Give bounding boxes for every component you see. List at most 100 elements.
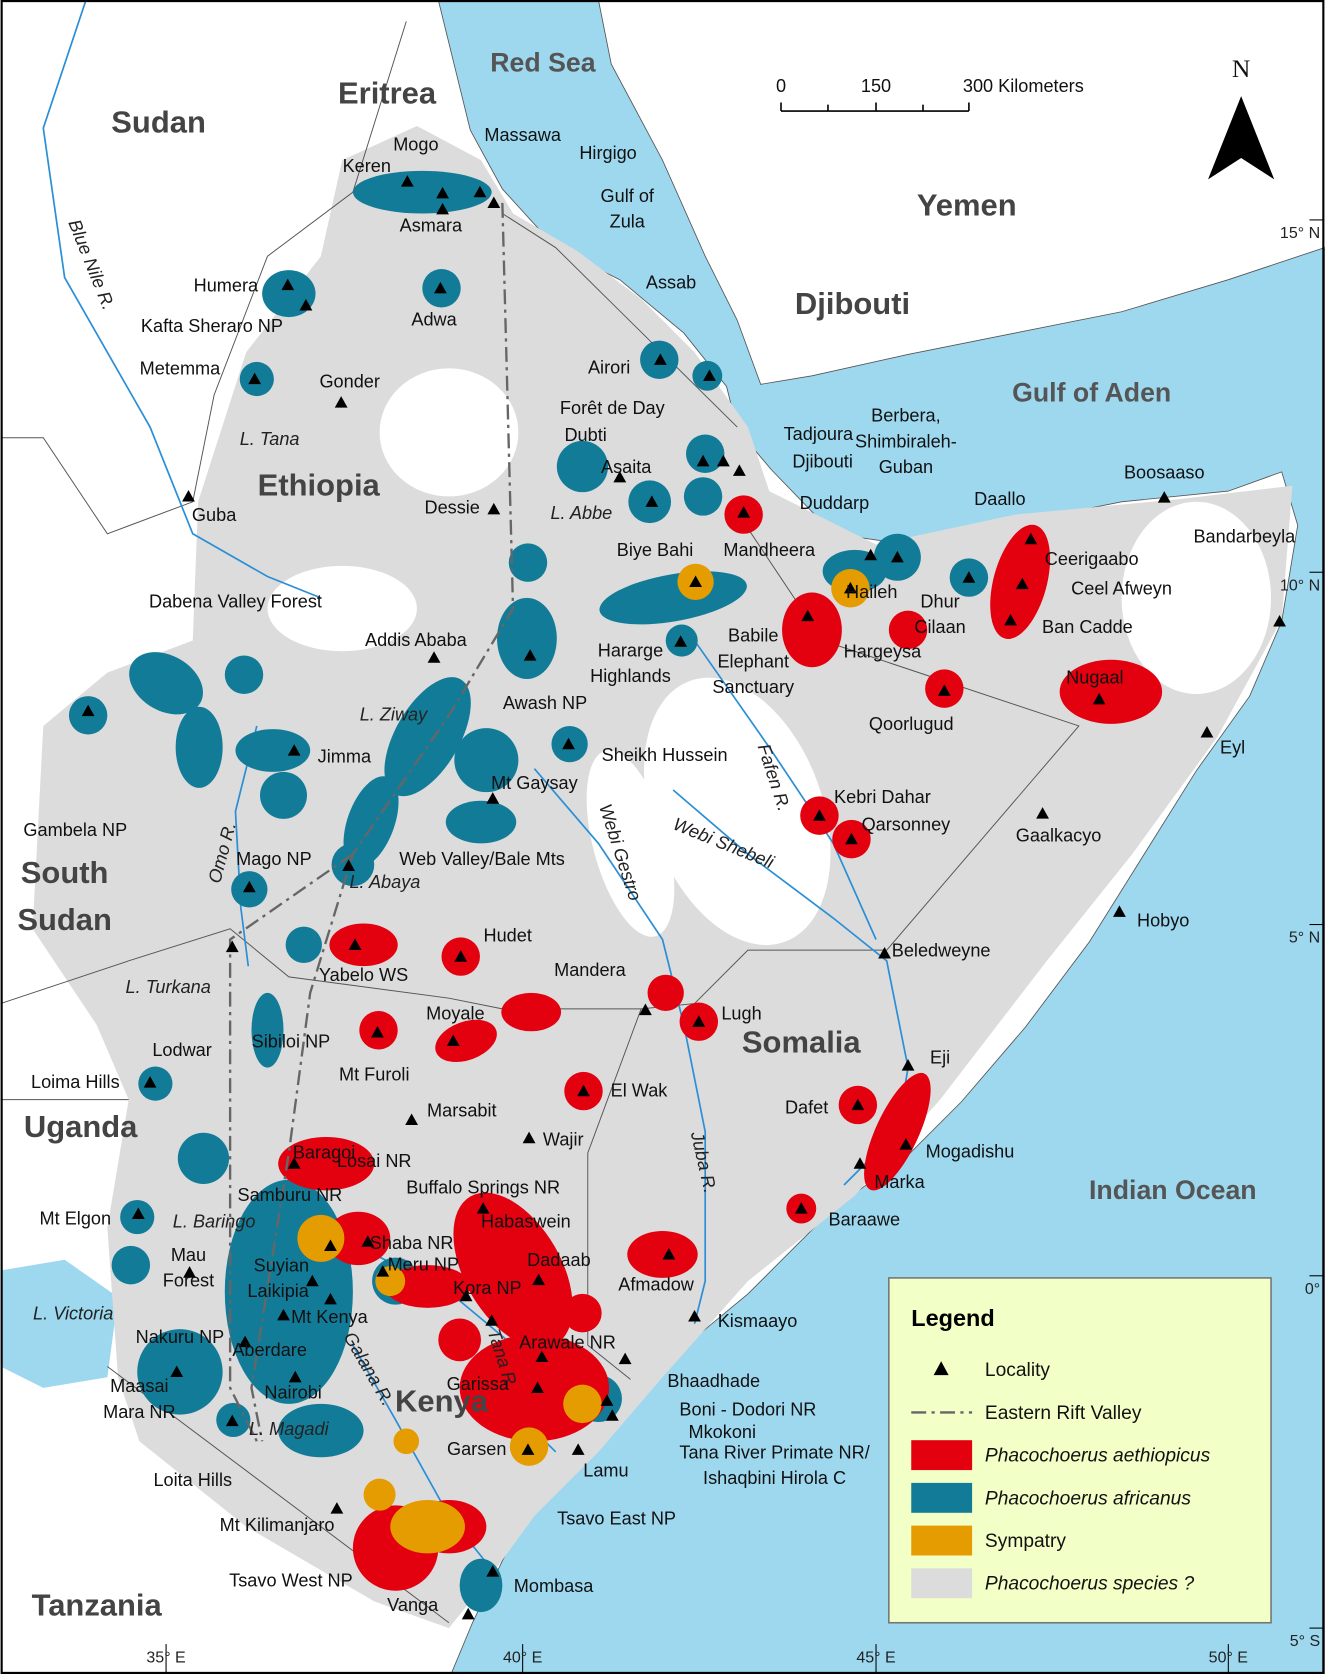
locality-label: Afmadow: [618, 1275, 694, 1295]
water-label: L. Ziway: [360, 705, 428, 725]
locality-marker: [348, 938, 362, 950]
locality-marker: [521, 1443, 535, 1455]
locality-label: Bhaadhade: [667, 1371, 760, 1391]
sympatry-range: [390, 1499, 465, 1554]
aethiopicus-range: [563, 1293, 602, 1333]
water-label: L. Abaya: [349, 872, 420, 892]
locality-marker: [277, 1308, 290, 1321]
legend-swatch: [911, 1440, 973, 1471]
locality-label: Lugh: [721, 1004, 761, 1024]
locality-label: Gonder: [319, 372, 379, 392]
scale-label: 0: [776, 76, 786, 96]
locality-label-line: Cilaan: [914, 617, 965, 637]
river: [234, 725, 258, 967]
aethiopicus-range: [329, 923, 398, 967]
locality-label: Mkokoni: [689, 1422, 757, 1442]
locality-marker: [473, 185, 487, 198]
locality-label: Dadaab: [527, 1250, 591, 1270]
locality-marker: [183, 1266, 196, 1278]
locality-marker: [299, 298, 313, 311]
highland-gap: [643, 677, 831, 946]
locality-marker: [878, 946, 891, 959]
locality-label: Lodwar: [152, 1040, 211, 1060]
locality-marker: [324, 1239, 337, 1252]
locality-marker: [522, 1131, 536, 1144]
longitude-label: 50° E: [1209, 1649, 1248, 1666]
locality-label: Wajir: [543, 1130, 584, 1150]
country-label: Uganda: [24, 1109, 138, 1144]
locality-label: Addis Ababa: [365, 630, 468, 650]
locality-label: Maasai Mara NR: [103, 1376, 176, 1422]
locality-marker: [531, 1381, 544, 1394]
locality-marker: [523, 649, 537, 661]
locality-marker: [486, 1565, 500, 1577]
highland-gap: [267, 565, 417, 652]
locality-label: Gambela NP: [23, 820, 127, 840]
longitude-label: 35° E: [146, 1649, 185, 1666]
locality-marker: [371, 1025, 384, 1038]
locality-label: Ban Cadde: [1042, 617, 1133, 637]
africanus-range: [508, 543, 548, 582]
locality-label-line: Hararge: [598, 641, 663, 661]
country-label-line: South: [21, 855, 109, 890]
africanus-range: [352, 170, 492, 214]
locality-label-line: Tana River Primate NR/: [679, 1442, 870, 1462]
locality-label: Keren: [343, 156, 391, 176]
longitude-label: 45° E: [856, 1649, 895, 1666]
africanus-range: [138, 1066, 173, 1101]
sympatry-range: [393, 1428, 420, 1455]
locality-label-line: Guban: [879, 457, 933, 477]
locality-label: Moyale: [426, 1004, 484, 1024]
locality-label: Baragoi: [293, 1142, 355, 1162]
rift-valley: [250, 202, 515, 1442]
legend-label: Locality: [985, 1360, 1051, 1381]
africanus-range: [497, 597, 557, 679]
locality-marker: [864, 548, 878, 561]
locality-label: Baraawe: [829, 1210, 901, 1230]
locality-label: Dhur Cilaan: [914, 591, 965, 637]
locality-label: Duddarp: [800, 493, 870, 513]
latitude-label: 5° N: [1289, 930, 1320, 947]
locality-label: Samburu NR: [238, 1185, 343, 1205]
locality-marker: [532, 1273, 546, 1286]
locality-label: Mogadishu: [926, 1141, 1015, 1161]
water-label: L. Baringo: [173, 1212, 256, 1232]
locality-label: Loima Hills: [31, 1072, 120, 1092]
locality-marker: [287, 744, 301, 756]
country-label: Kenya: [395, 1383, 489, 1418]
locality-marker: [901, 1059, 915, 1071]
locality-marker: [131, 1207, 145, 1219]
locality-label: Qoorlugud: [869, 714, 954, 734]
locality-label: Aberdare: [232, 1340, 307, 1360]
locality-marker: [688, 1309, 701, 1322]
legend-label: Eastern Rift Valley: [985, 1403, 1142, 1424]
water-label: L. Tana: [240, 429, 300, 449]
legend: Legend Locality Eastern Rift Valley Phacoch…: [888, 1277, 1272, 1624]
locality-label: Berbera, Shimbiraleh- Guban: [855, 406, 957, 477]
locality-marker: [225, 1414, 239, 1427]
locality-label: Tsavo West NP: [229, 1570, 353, 1590]
locality-marker: [890, 550, 904, 563]
locality-label: Hargeysa: [844, 642, 922, 662]
locality-label-line: Shimbiraleh-: [855, 431, 957, 451]
africanus-range: [251, 992, 284, 1068]
locality-label-line: Sanctuary: [712, 677, 795, 697]
locality-label-line: Zula: [610, 211, 646, 231]
legend-label: Phacochoerus aethiopicus: [985, 1446, 1211, 1467]
locality-label: Dubti: [564, 425, 606, 445]
locality-label: Jimma: [318, 746, 372, 766]
locality-marker: [577, 1084, 590, 1097]
north-label: N: [1232, 54, 1251, 83]
locality-label: Nairobi: [264, 1383, 321, 1403]
sea-label: Red Sea: [490, 48, 596, 78]
water-label: L. Abbe: [550, 503, 612, 523]
locality-label: Nugaal: [1066, 667, 1123, 687]
country-label: Yemen: [917, 188, 1017, 223]
locality-label: Djibouti: [792, 452, 852, 472]
locality-marker: [899, 1138, 913, 1150]
rift-valley: [228, 853, 354, 1442]
locality-marker: [845, 832, 858, 845]
locality-label-line: Mau: [171, 1245, 206, 1265]
